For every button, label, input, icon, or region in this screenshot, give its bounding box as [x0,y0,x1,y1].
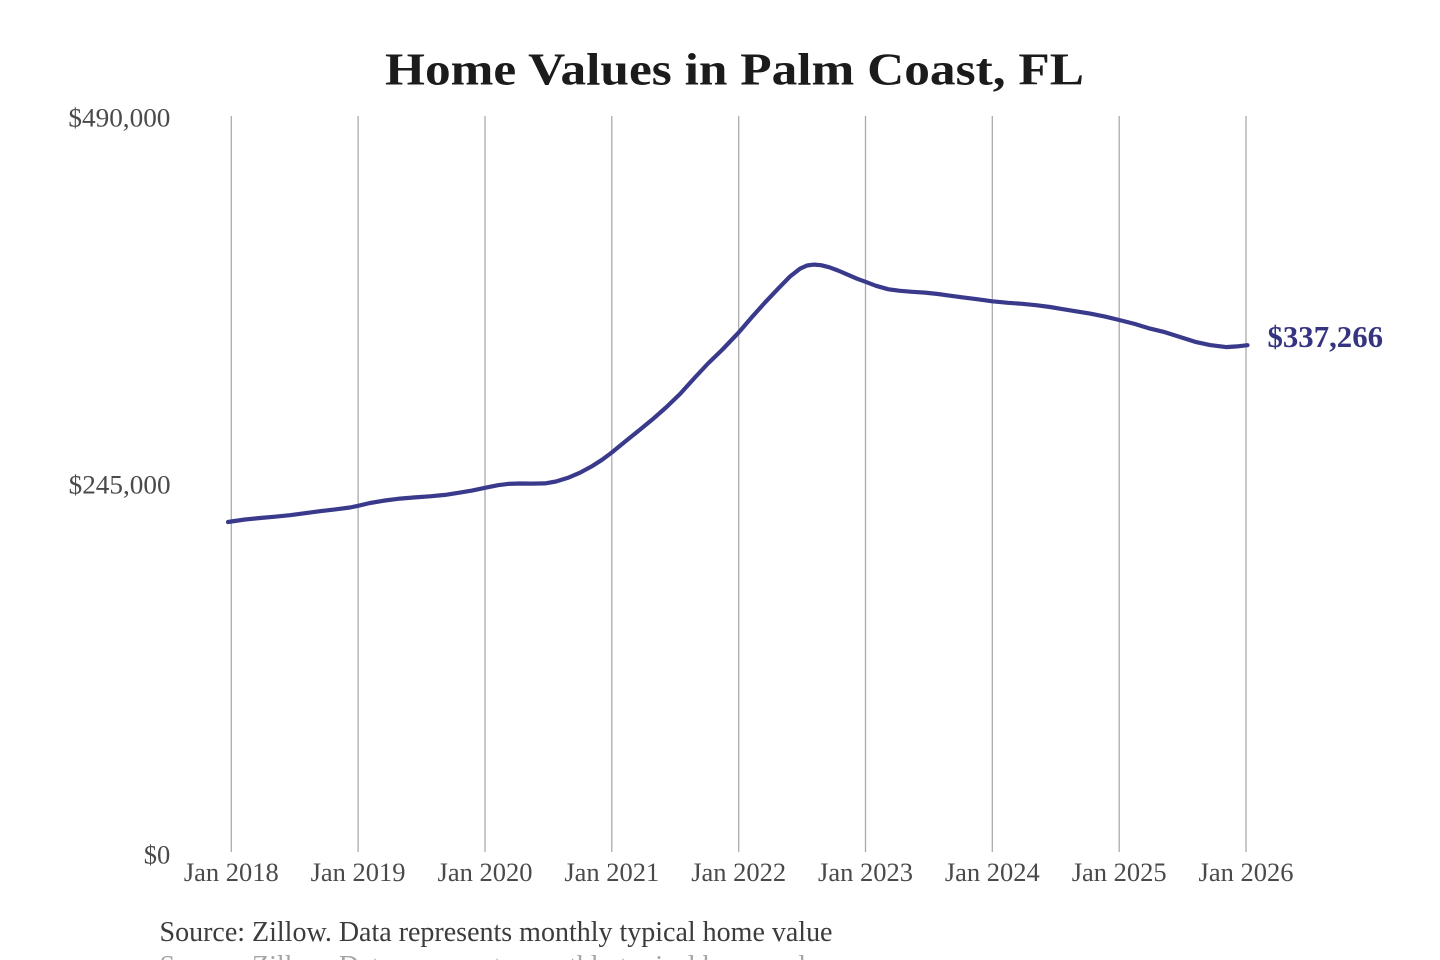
svg-text:Jan 2025: Jan 2025 [1072,857,1167,887]
svg-text:Jan 2019: Jan 2019 [311,857,406,887]
svg-text:$337,266: $337,266 [1268,320,1384,354]
svg-text:Jan 2026: Jan 2026 [1199,857,1294,887]
svg-text:$490,000: $490,000 [68,103,170,133]
svg-text:$245,000: $245,000 [69,470,171,500]
svg-text:Jan 2020: Jan 2020 [438,857,533,887]
svg-text:Jan 2021: Jan 2021 [564,857,659,887]
svg-text:Source: Zillow. Data represent: Source: Zillow. Data represents monthly … [160,951,833,960]
svg-text:Home Values in Palm Coast, FL: Home Values in Palm Coast, FL [385,44,1084,95]
svg-text:$0: $0 [144,840,171,870]
svg-text:Jan 2023: Jan 2023 [818,857,913,887]
svg-text:Jan 2022: Jan 2022 [691,857,786,887]
svg-text:Jan 2018: Jan 2018 [184,857,279,887]
svg-text:Source: Zillow. Data represent: Source: Zillow. Data represents monthly … [160,917,833,948]
svg-text:Jan 2024: Jan 2024 [945,857,1040,887]
